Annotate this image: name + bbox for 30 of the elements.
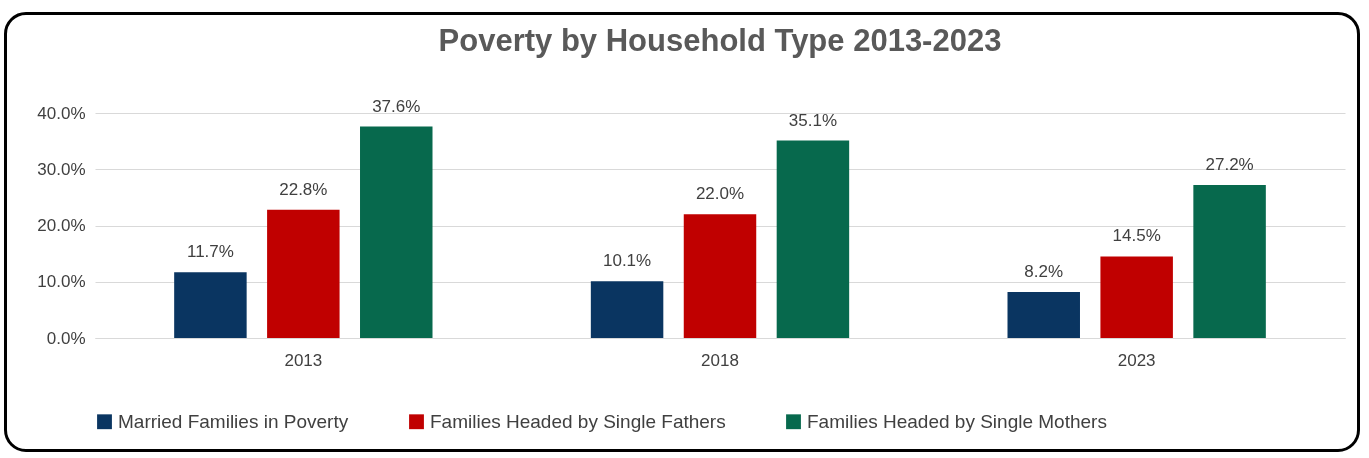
legend-label: Families Headed by Single Mothers [807, 410, 1107, 432]
bar [776, 140, 850, 338]
data-label: 14.5% [1112, 226, 1161, 246]
bar [174, 272, 247, 338]
bar [590, 281, 664, 338]
data-label: 22.0% [695, 184, 745, 204]
y-tick-label: 30.0% [37, 159, 86, 179]
x-tick-label: 2013 [284, 350, 323, 370]
chart-title: Poverty by Household Type 2013-2023 [438, 22, 1002, 58]
bar [1100, 256, 1173, 338]
data-label: 11.7% [186, 242, 234, 262]
data-label: 27.2% [1205, 155, 1254, 174]
bar [1193, 185, 1266, 338]
y-tick-label: 20.0% [37, 216, 86, 235]
data-label: 10.1% [602, 251, 652, 271]
data-label: 8.2% [1024, 261, 1064, 281]
y-tick-label: 0.0% [46, 328, 86, 348]
data-label: 35.1% [788, 110, 838, 130]
bar [360, 126, 433, 338]
x-tick-label: 2018 [701, 350, 739, 370]
y-tick-label: 10.0% [37, 272, 86, 292]
legend-label: Married Families in Poverty [118, 410, 349, 432]
data-label: 22.8% [279, 179, 328, 199]
bar [267, 209, 340, 338]
bar [683, 214, 757, 338]
x-tick-label: 2023 [1117, 350, 1156, 370]
legend-label: Families Headed by Single Fathers [430, 410, 726, 432]
y-tick-label: 40.0% [37, 103, 86, 123]
data-label: 37.6% [372, 96, 421, 116]
bar [1007, 291, 1080, 338]
